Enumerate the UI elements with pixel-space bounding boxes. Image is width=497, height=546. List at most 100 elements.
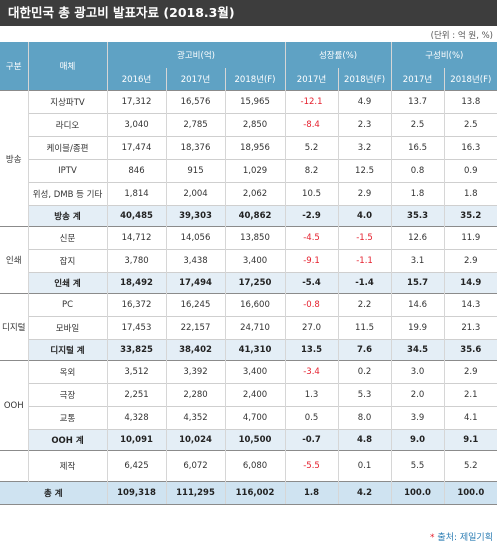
value-cell: -0.7 — [284, 429, 339, 451]
value-cell: 3.1 — [390, 249, 445, 273]
category-cell: 방송 — [0, 90, 28, 227]
total-value-cell: 1.8 — [284, 481, 339, 505]
value-cell: 6,080 — [224, 450, 286, 482]
total-label: 총 계 — [0, 481, 107, 505]
total-row: 총 계 109,318 111,295 116,002 1.8 4.2 100.0 100.0 — [0, 481, 497, 505]
adspend-table: 구분 매체 광고비(억) 성장률(%) 구성비(%) 2016년 2017년 2… — [0, 42, 497, 505]
value-cell: -1.4 — [337, 272, 392, 294]
value-cell: 5.3 — [337, 383, 392, 407]
medium-cell: 교통 — [27, 406, 107, 430]
value-cell: 14,712 — [106, 226, 166, 250]
value-cell: 1.3 — [284, 383, 339, 407]
value-cell: 0.2 — [337, 360, 392, 384]
value-cell: 35.3 — [390, 205, 445, 227]
medium-cell: 인쇄 계 — [27, 272, 107, 294]
subtotal-row: 방송 계 40,485 39,303 40,862 -2.9 4.0 35.3 35.2 — [0, 205, 497, 227]
value-cell: 1.8 — [390, 182, 445, 206]
header-medium: 매체 — [27, 42, 107, 91]
value-cell: -1.1 — [337, 249, 392, 273]
value-cell: 35.2 — [443, 205, 497, 227]
value-cell: 16,245 — [165, 293, 225, 317]
value-cell: 14,056 — [165, 226, 225, 250]
value-cell: 5.2 — [284, 136, 339, 160]
value-cell: 10,500 — [224, 429, 286, 451]
value-cell: -5.4 — [284, 272, 339, 294]
value-cell: 18,376 — [165, 136, 225, 160]
total-value-cell: 109,318 — [106, 481, 166, 505]
value-cell: 2.9 — [443, 249, 497, 273]
value-cell: 2.9 — [443, 360, 497, 384]
value-cell: 40,485 — [106, 205, 166, 227]
value-cell: -9.1 — [284, 249, 339, 273]
value-cell: 39,303 — [165, 205, 225, 227]
value-cell: 3,400 — [224, 360, 286, 384]
value-cell: 10.5 — [284, 182, 339, 206]
value-cell: 4.0 — [337, 205, 392, 227]
value-cell: 3.9 — [390, 406, 445, 430]
value-cell: 2,004 — [165, 182, 225, 206]
value-cell: -8.4 — [284, 113, 339, 137]
table-row: OOH 옥외 3,512 3,392 3,400 -3.4 0.2 3.0 2.9 — [0, 360, 497, 451]
value-cell: 15,965 — [224, 90, 286, 114]
source-note: * 출처: 제일기획 — [430, 530, 493, 543]
value-cell: 10,091 — [106, 429, 166, 451]
medium-cell: IPTV — [27, 159, 107, 183]
value-cell: 2.1 — [443, 383, 497, 407]
value-cell: -5.5 — [284, 450, 339, 482]
value-cell: -4.5 — [284, 226, 339, 250]
value-cell: 6,425 — [106, 450, 166, 482]
value-cell: 4.8 — [337, 429, 392, 451]
value-cell: 13.5 — [284, 339, 339, 361]
table-row: 잡지 3,780 3,438 3,400 -9.1 -1.1 3.1 2.9 — [0, 249, 497, 273]
value-cell: 4,700 — [224, 406, 286, 430]
value-cell: 11.5 — [337, 316, 392, 340]
value-cell: 16,600 — [224, 293, 286, 317]
header-growth: 성장률(%) — [284, 42, 392, 68]
table-row: 케이블/종편 17,474 18,376 18,956 5.2 3.2 16.5 16.3 — [0, 136, 497, 160]
medium-cell: 지상파TV — [27, 90, 107, 114]
value-cell: 13.8 — [443, 90, 497, 114]
value-cell: 33,825 — [106, 339, 166, 361]
value-cell: 9.0 — [390, 429, 445, 451]
value-cell: 4,328 — [106, 406, 166, 430]
value-cell: 2,062 — [224, 182, 286, 206]
category-cell: 인쇄 — [0, 226, 28, 294]
table-row: 라디오 3,040 2,785 2,850 -8.4 2.3 2.5 2.5 — [0, 113, 497, 137]
total-value-cell: 100.0 — [390, 481, 445, 505]
value-cell: -2.9 — [284, 205, 339, 227]
value-cell: 40,862 — [224, 205, 286, 227]
value-cell: 3.0 — [390, 360, 445, 384]
value-cell: 19.9 — [390, 316, 445, 340]
value-cell: 3,040 — [106, 113, 166, 137]
category-cell: OOH — [0, 360, 28, 451]
value-cell: 5.5 — [390, 450, 445, 482]
value-cell: 21.3 — [443, 316, 497, 340]
value-cell: 2,251 — [106, 383, 166, 407]
value-cell: 3.2 — [337, 136, 392, 160]
value-cell: 10,024 — [165, 429, 225, 451]
value-cell: 35.6 — [443, 339, 497, 361]
value-cell: 27.0 — [284, 316, 339, 340]
subtotal-row: 디지털 계 33,825 38,402 41,310 13.5 7.6 34.5 35.6 — [0, 339, 497, 361]
medium-cell: 극장 — [27, 383, 107, 407]
value-cell: 3,512 — [106, 360, 166, 384]
medium-cell: 신문 — [27, 226, 107, 250]
header-adspend: 광고비(억) — [106, 42, 286, 68]
value-cell: 17,494 — [165, 272, 225, 294]
value-cell: 8.0 — [337, 406, 392, 430]
header-year: 2017년 — [165, 68, 225, 91]
value-cell: 34.5 — [390, 339, 445, 361]
value-cell: 17,312 — [106, 90, 166, 114]
value-cell: 2.3 — [337, 113, 392, 137]
table-row: 교통 4,328 4,352 4,700 0.5 8.0 3.9 4.1 — [0, 406, 497, 430]
value-cell: 16,576 — [165, 90, 225, 114]
value-cell: 12.6 — [390, 226, 445, 250]
medium-cell: OOH 계 — [27, 429, 107, 451]
value-cell: 18,492 — [106, 272, 166, 294]
value-cell: 11.9 — [443, 226, 497, 250]
value-cell: 14.6 — [390, 293, 445, 317]
header-share: 구성비(%) — [390, 42, 497, 68]
medium-cell: 방송 계 — [27, 205, 107, 227]
source-text: 출처: 제일기획 — [437, 533, 493, 543]
medium-cell: 케이블/종편 — [27, 136, 107, 160]
